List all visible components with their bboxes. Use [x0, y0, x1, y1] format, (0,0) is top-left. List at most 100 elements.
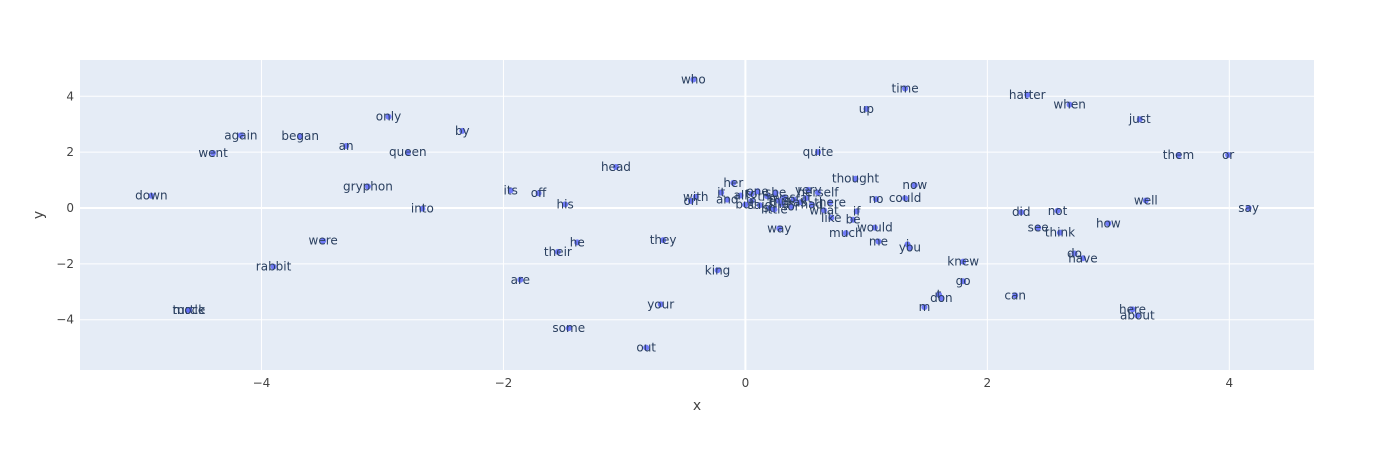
data-point: [906, 244, 913, 251]
data-point: [853, 208, 860, 215]
data-point: [781, 194, 788, 201]
data-point: [660, 237, 667, 244]
data-point-label: would: [857, 221, 893, 235]
data-point: [459, 127, 466, 134]
data-point-label: had: [801, 198, 824, 212]
x-gridlines: [260, 60, 1230, 370]
data-point: [921, 304, 928, 311]
data-point: [718, 189, 725, 196]
data-point-label: have: [1068, 251, 1097, 265]
data-point-label: one: [746, 184, 768, 198]
x-tick-label: 2: [984, 376, 992, 390]
data-point-label: what: [809, 203, 839, 217]
data-point: [237, 132, 244, 139]
y-axis-title: y: [31, 211, 47, 219]
data-point: [875, 238, 882, 245]
data-point-label: think: [1045, 226, 1075, 240]
data-point-label: much: [829, 226, 863, 240]
data-point-label: no: [869, 192, 884, 206]
data-point: [772, 189, 779, 196]
data-point: [320, 237, 327, 244]
data-point: [343, 143, 350, 150]
data-point: [902, 85, 909, 92]
data-point: [730, 179, 737, 186]
data-point-label: i: [906, 237, 909, 251]
data-point: [1105, 220, 1112, 227]
data-point: [297, 133, 304, 140]
data-point-label: his: [557, 197, 574, 211]
data-point: [517, 276, 524, 283]
x-axis-title: x: [693, 398, 701, 414]
data-point-label: well: [1134, 193, 1158, 207]
data-point: [754, 188, 761, 195]
data-point: [828, 214, 835, 221]
data-point: [690, 76, 697, 83]
data-point-label: on: [683, 194, 698, 208]
data-point: [507, 187, 514, 194]
data-point-label: her: [723, 176, 743, 190]
data-point-label: about: [1120, 309, 1155, 323]
data-point: [1054, 207, 1061, 214]
y-tick-label: −4: [56, 313, 74, 327]
data-point-label: they: [650, 233, 677, 247]
data-point: [1071, 250, 1078, 257]
data-point: [808, 201, 815, 208]
data-point: [1066, 101, 1073, 108]
data-point-label: only: [376, 110, 401, 124]
data-point-label: their: [544, 245, 572, 259]
data-point-label: at: [800, 191, 812, 205]
x-tick-labels: −4 −2 0 2 4: [253, 376, 1234, 390]
data-point: [1136, 116, 1143, 123]
data-point: [873, 196, 880, 203]
data-point-label: went: [198, 146, 228, 160]
x-tick-label: 4: [1225, 376, 1233, 390]
data-point-label: in: [746, 194, 757, 208]
data-point: [364, 183, 371, 190]
data-point-label: did: [1012, 205, 1031, 219]
data-point-label: rabbit: [256, 260, 292, 274]
data-point: [814, 189, 821, 196]
data-point-label: this: [768, 194, 790, 208]
data-point: [850, 216, 857, 223]
data-point-label: hatter: [1009, 88, 1046, 102]
data-point-label: m: [919, 300, 931, 314]
data-point-label: by: [455, 124, 470, 138]
data-point-label: little: [761, 202, 788, 216]
data-point: [574, 239, 581, 246]
data-point: [687, 198, 694, 205]
data-point: [764, 193, 771, 200]
data-point-label: could: [889, 191, 922, 205]
data-point-label: and: [716, 193, 739, 207]
data-point-label: be: [846, 213, 861, 227]
data-point-label: quite: [803, 145, 834, 159]
data-point-label: when: [1053, 98, 1085, 112]
data-point: [821, 207, 828, 214]
data-point-label: down: [135, 189, 167, 203]
data-point-label: way: [767, 221, 791, 235]
data-point-label: again: [224, 128, 257, 142]
data-point: [1024, 91, 1031, 98]
data-point: [802, 195, 809, 202]
data-point: [562, 201, 569, 208]
data-point-label: king: [705, 263, 731, 277]
y-tick-labels: −4 −2 0 2 4: [56, 89, 74, 326]
data-point: [814, 149, 821, 156]
data-point: [796, 199, 803, 206]
data-point-label: now: [902, 178, 927, 192]
data-point-label: mock: [173, 303, 206, 317]
data-point-label: just: [1128, 112, 1151, 126]
data-point-label: there: [814, 195, 846, 209]
data-point: [902, 195, 909, 202]
data-point-label: thought: [832, 172, 879, 186]
data-point: [748, 191, 755, 198]
data-point: [1056, 229, 1063, 236]
data-point-label: an: [339, 139, 354, 153]
data-point-label: into: [411, 202, 434, 216]
data-point: [270, 263, 277, 270]
data-point: [852, 175, 859, 182]
x-tick-label: −2: [495, 376, 513, 390]
data-point: [535, 190, 542, 197]
data-point: [657, 301, 664, 308]
data-point: [1175, 151, 1182, 158]
